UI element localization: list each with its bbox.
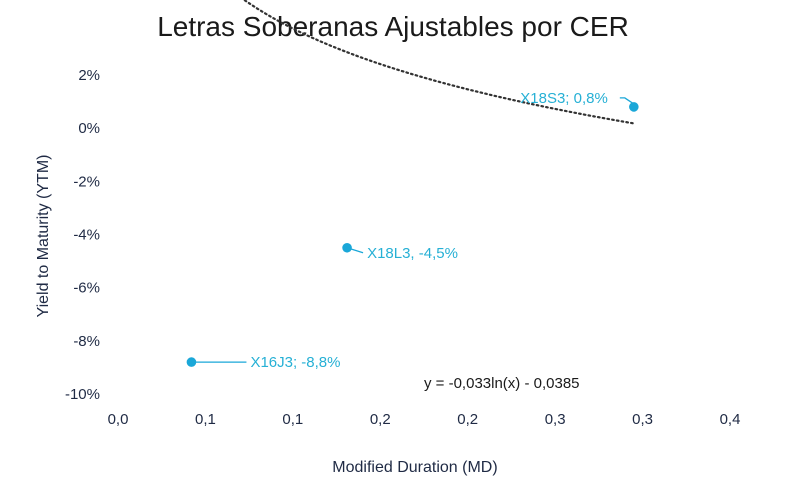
trendline-equation: y = -0,033ln(x) - 0,0385 — [424, 375, 580, 392]
point-leader-line — [619, 97, 635, 105]
y-tick-label: 0% — [78, 120, 100, 137]
y-tick-label: -4% — [73, 227, 100, 244]
y-tick-label: -2% — [73, 173, 100, 190]
x-tick-label: 0,4 — [720, 411, 741, 428]
y-axis-label: Yield to Maturity (YTM) — [35, 155, 52, 318]
chart-title: Letras Soberanas Ajustables por CER — [157, 11, 629, 42]
y-tick-label: -6% — [73, 280, 100, 297]
data-point-x18l3 — [342, 242, 352, 253]
point-label: X18L3, -4,5% — [367, 245, 458, 262]
x-tick-label: 0,2 — [370, 411, 391, 428]
point-label: X16J3; -8,8% — [250, 354, 340, 371]
data-points: X16J3; -8,8% X18L3, -4,5% X18S3; 0,8% — [186, 90, 639, 371]
trendline — [242, 0, 635, 125]
x-tick-label: 0,1 — [195, 411, 216, 428]
y-axis-ticks: 2% 0% -2% -4% -6% -8% -10% — [65, 67, 100, 403]
y-tick-label: 2% — [78, 67, 100, 84]
x-tick-label: 0,3 — [632, 411, 653, 428]
x-tick-label: 0,2 — [457, 411, 478, 428]
x-tick-label: 0,3 — [545, 411, 566, 428]
y-tick-label: -8% — [73, 333, 100, 350]
x-tick-label: 0,0 — [108, 411, 129, 428]
x-axis-label: Modified Duration (MD) — [332, 459, 497, 476]
x-tick-label: 0,1 — [282, 411, 303, 428]
x-axis-ticks: 0,0 0,1 0,1 0,2 0,2 0,3 0,3 0,4 — [108, 411, 741, 428]
data-point-x16j3 — [186, 357, 197, 367]
point-label: X18S3; 0,8% — [520, 90, 608, 107]
y-tick-label: -10% — [65, 386, 100, 403]
data-point-x18s3 — [629, 102, 639, 112]
